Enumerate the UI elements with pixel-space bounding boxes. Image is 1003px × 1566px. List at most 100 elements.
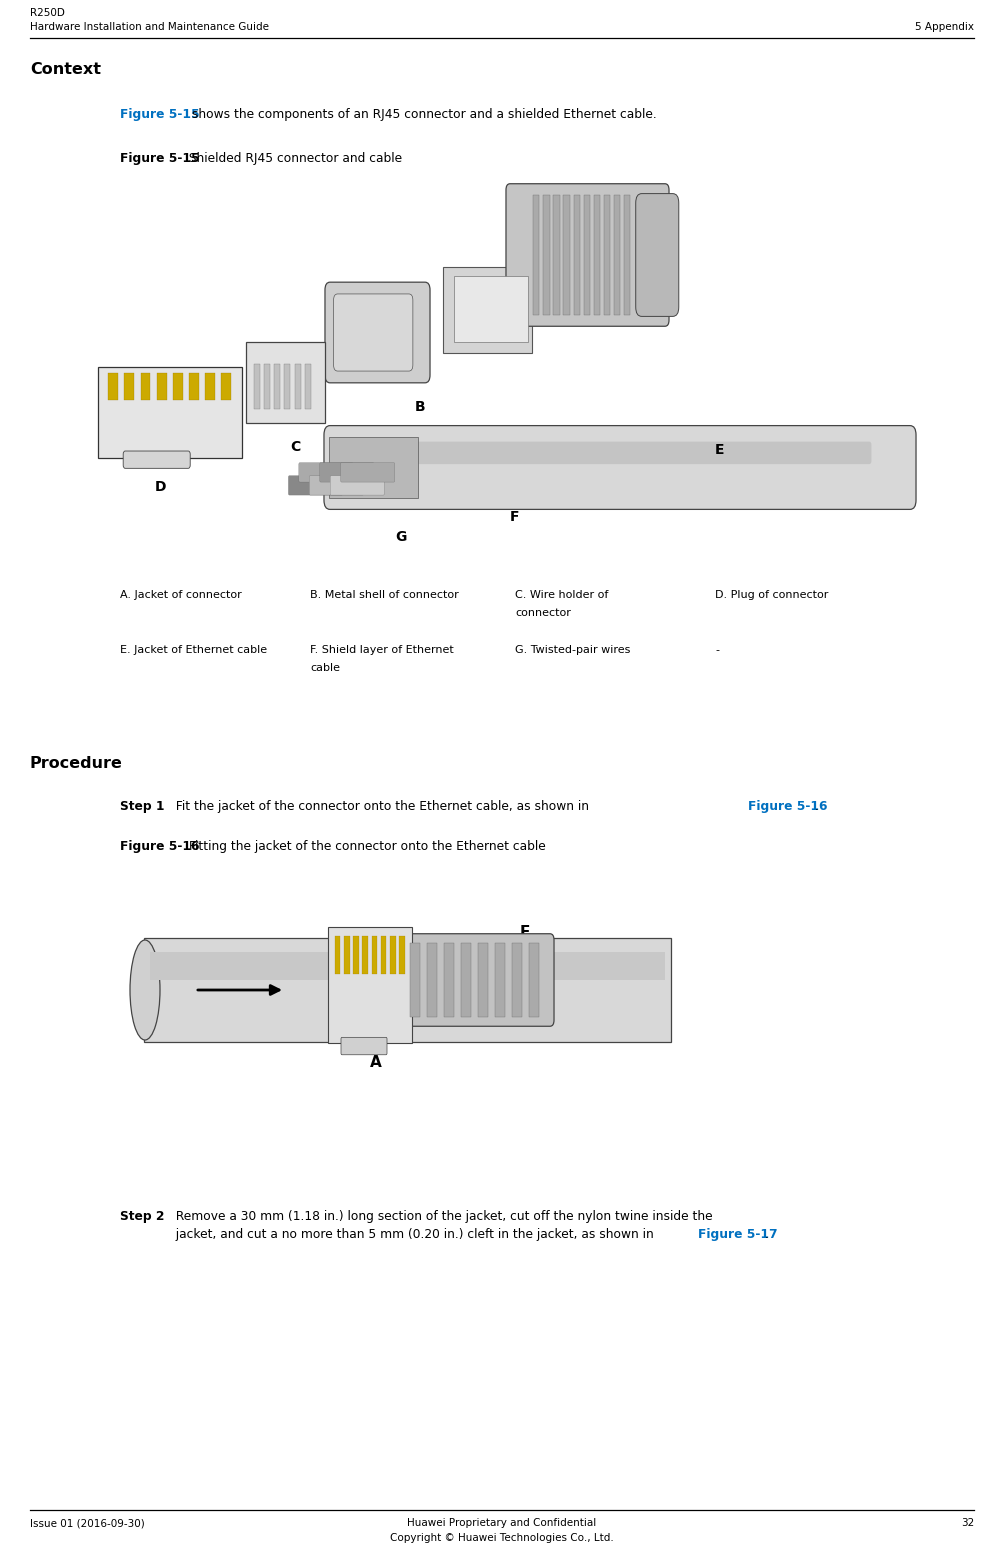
Text: Step 2: Step 2 (120, 1211, 164, 1223)
Bar (593, 196, 600, 315)
Text: D: D (154, 481, 166, 493)
Bar (389, 935, 395, 974)
Bar (543, 196, 549, 315)
Text: F. Shield layer of Ethernet: F. Shield layer of Ethernet (310, 645, 453, 655)
FancyBboxPatch shape (299, 462, 353, 482)
Bar (189, 373, 199, 399)
FancyBboxPatch shape (324, 426, 915, 509)
Bar (399, 935, 404, 974)
FancyBboxPatch shape (309, 476, 363, 495)
FancyBboxPatch shape (635, 194, 678, 316)
Bar (553, 196, 559, 315)
Text: A: A (664, 279, 675, 291)
Text: B: B (414, 399, 425, 413)
Text: A: A (370, 1055, 381, 1070)
Text: C. Wire holder of: C. Wire holder of (515, 590, 608, 600)
Bar (108, 373, 118, 399)
Bar (304, 363, 310, 409)
FancyBboxPatch shape (442, 266, 532, 352)
Bar (409, 943, 419, 1016)
Bar (264, 363, 270, 409)
Bar (294, 363, 300, 409)
FancyBboxPatch shape (288, 476, 342, 495)
FancyBboxPatch shape (328, 927, 411, 1043)
Bar (533, 196, 539, 315)
Bar (443, 943, 453, 1016)
Text: Figure 5-15: Figure 5-15 (120, 108, 200, 121)
Text: Procedure: Procedure (30, 756, 122, 770)
Bar (512, 943, 522, 1016)
FancyBboxPatch shape (357, 442, 871, 464)
Text: shows the components of an RJ45 connector and a shielded Ethernet cable.: shows the components of an RJ45 connecto… (188, 108, 656, 121)
Bar (460, 943, 470, 1016)
Text: connector: connector (515, 608, 571, 619)
Text: Hardware Installation and Maintenance Guide: Hardware Installation and Maintenance Gu… (30, 22, 269, 31)
Ellipse shape (129, 940, 159, 1040)
Bar (173, 373, 183, 399)
Text: Figure 5-16: Figure 5-16 (747, 800, 826, 813)
FancyBboxPatch shape (330, 476, 384, 495)
Text: .: . (764, 1228, 768, 1240)
Bar (353, 935, 358, 974)
FancyBboxPatch shape (143, 938, 670, 1041)
Bar (623, 196, 630, 315)
Bar (344, 935, 349, 974)
Text: E: E (520, 926, 530, 940)
Text: -: - (714, 645, 718, 655)
Text: 32: 32 (960, 1517, 973, 1528)
Bar (613, 196, 620, 315)
Bar (563, 196, 569, 315)
Text: G. Twisted-pair wires: G. Twisted-pair wires (515, 645, 630, 655)
Bar (254, 363, 260, 409)
Text: Shielded RJ45 connector and cable: Shielded RJ45 connector and cable (185, 152, 402, 164)
Bar (426, 943, 436, 1016)
Text: Remove a 30 mm (1.18 in.) long section of the jacket, cut off the nylon twine in: Remove a 30 mm (1.18 in.) long section o… (168, 1211, 712, 1223)
Bar (477, 943, 487, 1016)
FancyBboxPatch shape (333, 294, 412, 371)
Bar (156, 373, 166, 399)
Text: D. Plug of connector: D. Plug of connector (714, 590, 827, 600)
Bar (221, 373, 231, 399)
FancyBboxPatch shape (123, 451, 190, 468)
Text: C: C (290, 440, 300, 454)
Bar (124, 373, 134, 399)
Text: Issue 01 (2016-09-30): Issue 01 (2016-09-30) (30, 1517, 144, 1528)
FancyBboxPatch shape (329, 437, 417, 498)
Bar (284, 363, 290, 409)
Text: .: . (814, 800, 818, 813)
Text: E: E (714, 443, 724, 457)
Bar (371, 935, 377, 974)
FancyBboxPatch shape (506, 183, 668, 326)
FancyBboxPatch shape (453, 277, 528, 341)
Bar (583, 196, 589, 315)
Bar (380, 935, 386, 974)
Bar (494, 943, 505, 1016)
Text: Figure 5-16: Figure 5-16 (120, 839, 200, 853)
FancyBboxPatch shape (325, 282, 429, 382)
Text: F: F (510, 511, 519, 525)
FancyBboxPatch shape (340, 462, 394, 482)
Text: Huawei Proprietary and Confidential: Huawei Proprietary and Confidential (407, 1517, 596, 1528)
FancyBboxPatch shape (149, 952, 664, 980)
Text: Fit the jacket of the connector onto the Ethernet cable, as shown in: Fit the jacket of the connector onto the… (168, 800, 593, 813)
Bar (603, 196, 610, 315)
Text: cable: cable (310, 662, 340, 673)
Text: Figure 5-17: Figure 5-17 (697, 1228, 777, 1240)
Bar (362, 935, 368, 974)
Bar (573, 196, 579, 315)
Text: jacket, and cut a no more than 5 mm (0.20 in.) cleft in the jacket, as shown in: jacket, and cut a no more than 5 mm (0.2… (168, 1228, 657, 1240)
Bar (205, 373, 215, 399)
FancyBboxPatch shape (346, 933, 554, 1026)
Bar (334, 935, 340, 974)
FancyBboxPatch shape (98, 366, 242, 459)
Text: 5 Appendix: 5 Appendix (914, 22, 973, 31)
FancyBboxPatch shape (341, 1037, 386, 1055)
Bar (140, 373, 150, 399)
Text: A. Jacket of connector: A. Jacket of connector (120, 590, 242, 600)
FancyBboxPatch shape (246, 341, 325, 423)
Text: R250D: R250D (30, 8, 65, 17)
Text: Copyright © Huawei Technologies Co., Ltd.: Copyright © Huawei Technologies Co., Ltd… (390, 1533, 613, 1543)
Text: G: G (394, 529, 406, 543)
Text: E. Jacket of Ethernet cable: E. Jacket of Ethernet cable (120, 645, 267, 655)
FancyBboxPatch shape (319, 462, 373, 482)
